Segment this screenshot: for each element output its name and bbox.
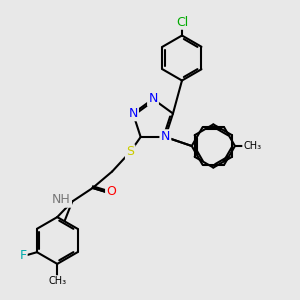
- Text: N: N: [161, 130, 170, 143]
- Text: O: O: [106, 185, 116, 198]
- Text: N: N: [148, 92, 158, 106]
- Text: N: N: [128, 107, 138, 120]
- Text: Cl: Cl: [176, 16, 188, 28]
- Text: S: S: [126, 146, 134, 158]
- Text: NH: NH: [52, 194, 71, 206]
- Text: F: F: [19, 249, 26, 262]
- Text: CH₃: CH₃: [48, 276, 66, 286]
- Text: CH₃: CH₃: [243, 141, 261, 151]
